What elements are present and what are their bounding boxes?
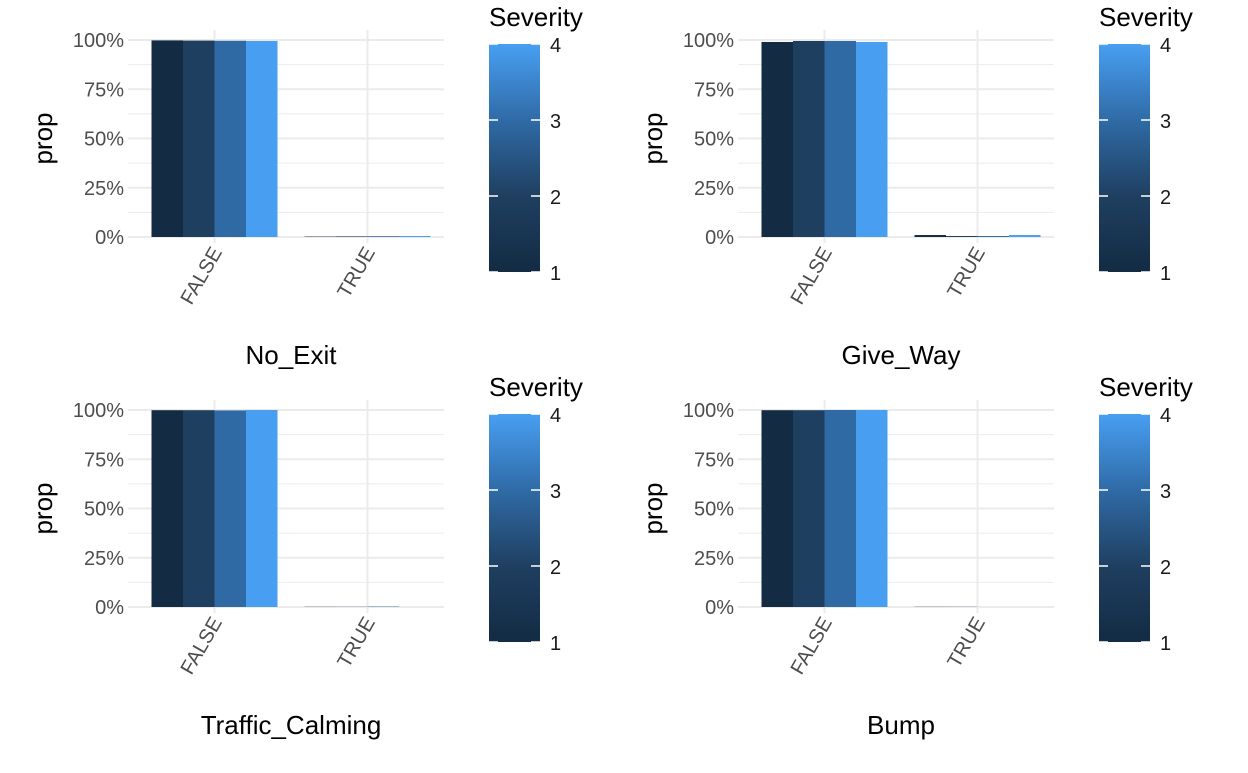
bar — [246, 41, 278, 237]
y-tick-label: 75% — [694, 449, 734, 471]
bar — [978, 236, 1010, 237]
bar — [856, 410, 888, 607]
bar — [825, 410, 857, 607]
legend-label: 4 — [1160, 405, 1171, 427]
bar — [793, 410, 825, 607]
colorbar — [489, 44, 540, 272]
y-tick-label: 50% — [694, 499, 734, 521]
chart-panel-3: 0% 25% 50% 75% 100% FALSE TRUE Traffic_Calming p… — [28, 372, 583, 740]
legend-label: 1 — [550, 263, 561, 285]
legend-label: 3 — [1160, 481, 1171, 503]
legend-label: 2 — [1160, 557, 1171, 579]
x-axis-title: Bump — [867, 710, 935, 740]
y-axis-title: prop — [28, 112, 58, 164]
legend: Severity 1 2 3 4 — [1099, 372, 1193, 655]
legend-label: 3 — [550, 481, 561, 503]
bar — [793, 41, 825, 237]
chart-panel-2: 0% 25% 50% 75% 100% FALSE TRUE Give_Way prop Seve… — [638, 2, 1193, 370]
x-tick-label: TRUE — [334, 244, 380, 302]
legend-label: 1 — [550, 633, 561, 655]
x-tick-label: TRUE — [944, 244, 990, 302]
bar — [762, 410, 794, 607]
bar — [215, 41, 247, 237]
bar — [762, 42, 794, 237]
x-tick-label: TRUE — [944, 614, 990, 672]
legend-label: 4 — [1160, 35, 1171, 57]
x-tick-label: FALSE — [177, 244, 227, 309]
legend: Severity 1 2 3 4 — [489, 2, 583, 285]
legend-label: 1 — [1160, 633, 1171, 655]
legend-label: 1 — [1160, 263, 1171, 285]
chart-panel-1: 0% 25% 50% 75% 100% FALSE TRUE No_Exit prop Sever… — [28, 2, 583, 370]
bar — [336, 236, 368, 237]
legend-label: 2 — [550, 557, 561, 579]
bar — [183, 410, 215, 607]
chart-panel-4: 0% 25% 50% 75% 100% FALSE TRUE Bump prop Severity… — [638, 372, 1193, 740]
x-tick-label: TRUE — [334, 614, 380, 672]
legend-title: Severity — [1099, 372, 1193, 402]
y-tick-label: 100% — [73, 400, 124, 422]
y-tick-label: 100% — [73, 30, 124, 52]
y-tick-label: 25% — [694, 178, 734, 200]
legend-label: 3 — [1160, 111, 1171, 133]
bar — [215, 410, 247, 607]
x-tick-label: FALSE — [787, 614, 837, 679]
bar — [183, 41, 215, 237]
y-axis-title: prop — [28, 482, 58, 534]
legend-label: 2 — [1160, 187, 1171, 209]
bar — [152, 40, 184, 237]
bar — [246, 410, 278, 607]
x-axis-title: No_Exit — [245, 340, 337, 370]
y-tick-label: 50% — [694, 129, 734, 151]
colorbar — [1099, 44, 1150, 272]
legend-label: 3 — [550, 111, 561, 133]
legend: Severity 1 2 3 4 — [1099, 2, 1193, 285]
bar — [915, 235, 947, 237]
x-tick-label: FALSE — [787, 244, 837, 309]
bar — [399, 236, 431, 237]
bar — [825, 41, 857, 237]
y-tick-label: 25% — [84, 548, 124, 570]
bar — [1009, 235, 1041, 237]
legend: Severity 1 2 3 4 — [489, 372, 583, 655]
legend-label: 4 — [550, 405, 561, 427]
y-tick-label: 0% — [705, 597, 734, 619]
y-tick-label: 75% — [694, 79, 734, 101]
legend-title: Severity — [1099, 2, 1193, 32]
y-tick-label: 0% — [95, 227, 124, 249]
bar — [856, 42, 888, 237]
x-axis-title: Give_Way — [842, 340, 961, 370]
bar — [152, 410, 184, 607]
y-tick-label: 25% — [84, 178, 124, 200]
y-tick-label: 0% — [95, 597, 124, 619]
colorbar — [1099, 414, 1150, 642]
y-tick-label: 100% — [683, 30, 734, 52]
y-tick-label: 50% — [84, 129, 124, 151]
y-axis-title: prop — [638, 112, 668, 164]
x-tick-label: FALSE — [177, 614, 227, 679]
y-tick-label: 50% — [84, 499, 124, 521]
colorbar — [489, 414, 540, 642]
y-axis-title: prop — [638, 482, 668, 534]
legend-title: Severity — [489, 372, 583, 402]
y-tick-label: 25% — [694, 548, 734, 570]
y-tick-label: 75% — [84, 79, 124, 101]
x-axis-title: Traffic_Calming — [201, 710, 382, 740]
y-tick-label: 100% — [683, 400, 734, 422]
bar — [368, 236, 400, 237]
legend-label: 2 — [550, 187, 561, 209]
bar — [946, 236, 978, 237]
y-tick-label: 0% — [705, 227, 734, 249]
y-tick-label: 75% — [84, 449, 124, 471]
legend-label: 4 — [550, 35, 561, 57]
legend-title: Severity — [489, 2, 583, 32]
